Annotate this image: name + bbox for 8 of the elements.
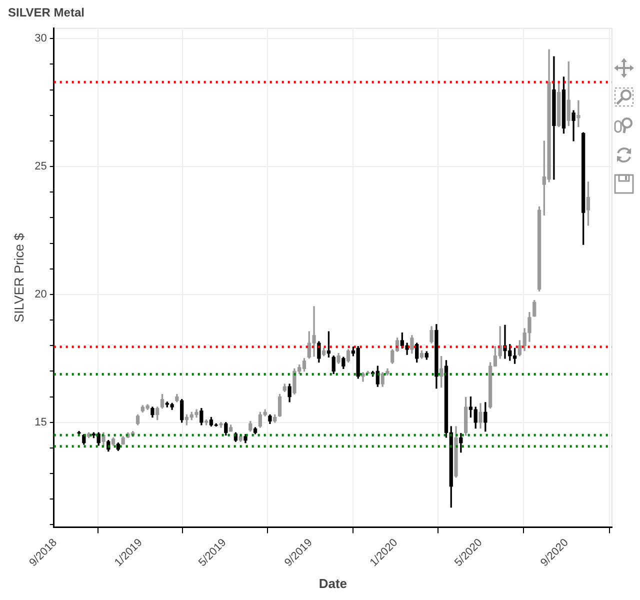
y-tick-label: 20: [34, 288, 47, 300]
y-tick-label: 25: [34, 160, 47, 173]
y-axis-title: SILVER Price $: [11, 232, 26, 323]
x-axis-title: Date: [318, 576, 348, 591]
candlestick: [576, 100, 580, 127]
y-tick-label: 15: [34, 416, 47, 428]
y-tick-label: 30: [34, 32, 47, 45]
chart-title: SILVER Metal: [8, 6, 84, 20]
